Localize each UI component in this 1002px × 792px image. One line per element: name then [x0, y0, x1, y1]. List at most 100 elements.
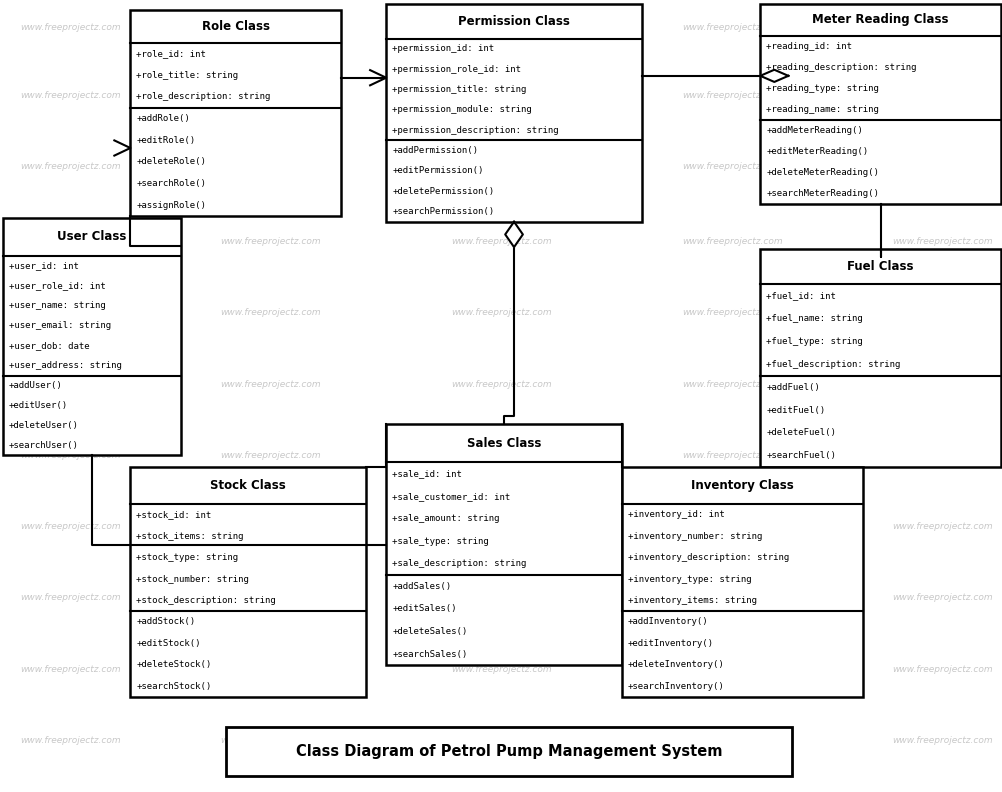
- Bar: [3, 218, 180, 455]
- Text: +role_id: int: +role_id: int: [136, 49, 206, 58]
- Text: www.freeprojectz.com: www.freeprojectz.com: [20, 593, 120, 603]
- Text: www.freeprojectz.com: www.freeprojectz.com: [892, 308, 992, 318]
- Text: +reading_type: string: +reading_type: string: [766, 84, 879, 93]
- Text: www.freeprojectz.com: www.freeprojectz.com: [20, 522, 120, 531]
- Text: www.freeprojectz.com: www.freeprojectz.com: [20, 736, 120, 745]
- Text: User Class: User Class: [57, 230, 126, 243]
- Text: www.freeprojectz.com: www.freeprojectz.com: [220, 23, 321, 32]
- Text: +searchMeterReading(): +searchMeterReading(): [766, 189, 879, 198]
- Text: +editUser(): +editUser(): [9, 401, 68, 410]
- Text: www.freeprojectz.com: www.freeprojectz.com: [681, 379, 782, 389]
- Text: www.freeprojectz.com: www.freeprojectz.com: [892, 522, 992, 531]
- Text: +deleteStock(): +deleteStock(): [136, 661, 211, 669]
- Text: +fuel_description: string: +fuel_description: string: [766, 360, 900, 369]
- Text: +deleteUser(): +deleteUser(): [9, 421, 79, 430]
- Text: www.freeprojectz.com: www.freeprojectz.com: [451, 522, 551, 531]
- Text: www.freeprojectz.com: www.freeprojectz.com: [220, 308, 321, 318]
- Text: www.freeprojectz.com: www.freeprojectz.com: [892, 379, 992, 389]
- Text: www.freeprojectz.com: www.freeprojectz.com: [451, 736, 551, 745]
- Text: www.freeprojectz.com: www.freeprojectz.com: [220, 593, 321, 603]
- Text: +deleteFuel(): +deleteFuel(): [766, 428, 836, 437]
- Text: +inventory_type: string: +inventory_type: string: [627, 574, 750, 584]
- Text: +fuel_name: string: +fuel_name: string: [766, 314, 862, 323]
- Text: +permission_description: string: +permission_description: string: [392, 126, 558, 135]
- Text: +stock_id: int: +stock_id: int: [136, 510, 211, 520]
- Text: www.freeprojectz.com: www.freeprojectz.com: [681, 162, 782, 171]
- Text: +fuel_id: int: +fuel_id: int: [766, 291, 836, 300]
- Text: +user_address: string: +user_address: string: [9, 361, 122, 370]
- Text: +sale_amount: string: +sale_amount: string: [392, 514, 499, 524]
- Text: +inventory_description: string: +inventory_description: string: [627, 553, 789, 562]
- Text: +user_email: string: +user_email: string: [9, 322, 111, 330]
- Text: +editInventory(): +editInventory(): [627, 639, 713, 648]
- Text: +inventory_number: string: +inventory_number: string: [627, 531, 762, 541]
- Bar: [760, 249, 1000, 467]
- Text: +searchRole(): +searchRole(): [136, 179, 206, 188]
- Text: www.freeprojectz.com: www.freeprojectz.com: [681, 23, 782, 32]
- Text: www.freeprojectz.com: www.freeprojectz.com: [220, 736, 321, 745]
- Text: +deletePermission(): +deletePermission(): [392, 187, 494, 196]
- Text: www.freeprojectz.com: www.freeprojectz.com: [451, 162, 551, 171]
- Text: www.freeprojectz.com: www.freeprojectz.com: [681, 451, 782, 460]
- Text: +addFuel(): +addFuel(): [766, 383, 820, 392]
- Text: www.freeprojectz.com: www.freeprojectz.com: [451, 308, 551, 318]
- Text: +permission_module: string: +permission_module: string: [392, 105, 531, 115]
- Polygon shape: [505, 222, 522, 247]
- Text: +addPermission(): +addPermission(): [392, 146, 478, 155]
- Text: www.freeprojectz.com: www.freeprojectz.com: [892, 23, 992, 32]
- Text: www.freeprojectz.com: www.freeprojectz.com: [892, 451, 992, 460]
- Text: +sale_description: string: +sale_description: string: [392, 559, 526, 569]
- Text: Fuel Class: Fuel Class: [847, 261, 913, 273]
- Text: Class Diagram of Petrol Pump Management System: Class Diagram of Petrol Pump Management …: [296, 744, 721, 759]
- Text: +searchStock(): +searchStock(): [136, 682, 211, 691]
- Text: +editRole(): +editRole(): [136, 135, 195, 145]
- Text: +fuel_type: string: +fuel_type: string: [766, 337, 862, 346]
- Bar: [386, 4, 641, 222]
- Text: www.freeprojectz.com: www.freeprojectz.com: [892, 593, 992, 603]
- Text: www.freeprojectz.com: www.freeprojectz.com: [20, 23, 120, 32]
- Text: www.freeprojectz.com: www.freeprojectz.com: [220, 451, 321, 460]
- Text: +reading_description: string: +reading_description: string: [766, 63, 916, 72]
- Text: +user_role_id: int: +user_role_id: int: [9, 281, 105, 290]
- Text: www.freeprojectz.com: www.freeprojectz.com: [681, 736, 782, 745]
- Text: www.freeprojectz.com: www.freeprojectz.com: [451, 593, 551, 603]
- Text: Stock Class: Stock Class: [210, 479, 286, 492]
- Text: +editPermission(): +editPermission(): [392, 166, 483, 176]
- Text: +editMeterReading(): +editMeterReading(): [766, 147, 868, 156]
- Text: +searchUser(): +searchUser(): [9, 441, 79, 450]
- Text: www.freeprojectz.com: www.freeprojectz.com: [220, 379, 321, 389]
- Text: www.freeprojectz.com: www.freeprojectz.com: [220, 522, 321, 531]
- Text: +permission_title: string: +permission_title: string: [392, 85, 526, 94]
- Text: +deleteMeterReading(): +deleteMeterReading(): [766, 168, 879, 177]
- Text: +searchSales(): +searchSales(): [392, 649, 467, 658]
- Text: Meter Reading Class: Meter Reading Class: [812, 13, 948, 26]
- Text: www.freeprojectz.com: www.freeprojectz.com: [451, 451, 551, 460]
- Text: +stock_type: string: +stock_type: string: [136, 553, 238, 562]
- Text: www.freeprojectz.com: www.freeprojectz.com: [892, 90, 992, 100]
- Text: +addRole(): +addRole(): [136, 114, 190, 123]
- Text: +assignRole(): +assignRole(): [136, 201, 206, 210]
- Text: +permission_id: int: +permission_id: int: [392, 44, 494, 54]
- Text: +stock_description: string: +stock_description: string: [136, 596, 276, 605]
- Text: +role_title: string: +role_title: string: [136, 70, 238, 80]
- Bar: [225, 727, 792, 776]
- Text: +addInventory(): +addInventory(): [627, 618, 707, 626]
- Text: www.freeprojectz.com: www.freeprojectz.com: [220, 664, 321, 674]
- Text: www.freeprojectz.com: www.freeprojectz.com: [20, 664, 120, 674]
- Text: +addSales(): +addSales(): [392, 582, 451, 591]
- Text: www.freeprojectz.com: www.freeprojectz.com: [681, 522, 782, 531]
- Text: www.freeprojectz.com: www.freeprojectz.com: [20, 451, 120, 460]
- Text: +deleteInventory(): +deleteInventory(): [627, 661, 723, 669]
- Text: www.freeprojectz.com: www.freeprojectz.com: [20, 379, 120, 389]
- Text: +stock_items: string: +stock_items: string: [136, 531, 243, 541]
- Text: www.freeprojectz.com: www.freeprojectz.com: [681, 308, 782, 318]
- Text: +user_dob: date: +user_dob: date: [9, 341, 89, 350]
- Bar: [621, 467, 862, 697]
- Bar: [130, 467, 366, 697]
- Text: +editStock(): +editStock(): [136, 639, 200, 648]
- Text: www.freeprojectz.com: www.freeprojectz.com: [451, 379, 551, 389]
- Text: www.freeprojectz.com: www.freeprojectz.com: [892, 664, 992, 674]
- Text: +inventory_items: string: +inventory_items: string: [627, 596, 757, 605]
- Text: www.freeprojectz.com: www.freeprojectz.com: [20, 237, 120, 246]
- Text: +reading_id: int: +reading_id: int: [766, 42, 852, 51]
